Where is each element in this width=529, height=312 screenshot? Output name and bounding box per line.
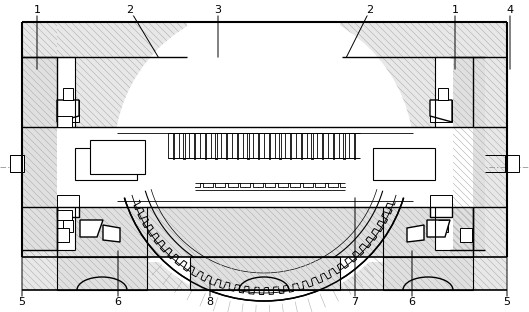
Bar	[438, 220, 448, 232]
Text: 7: 7	[351, 297, 359, 307]
Bar	[57, 116, 72, 127]
Polygon shape	[430, 207, 452, 217]
Text: 5: 5	[19, 297, 25, 307]
Bar	[373, 148, 435, 180]
Polygon shape	[80, 220, 103, 237]
Bar	[57, 22, 187, 162]
Circle shape	[116, 7, 412, 303]
Text: 4: 4	[506, 5, 514, 15]
Text: 2: 2	[126, 5, 133, 15]
Bar	[22, 22, 57, 257]
Bar	[383, 257, 473, 290]
Bar	[340, 22, 450, 162]
Bar	[57, 195, 79, 217]
Bar	[438, 88, 448, 100]
Bar	[435, 57, 453, 250]
Polygon shape	[103, 225, 120, 242]
Bar	[460, 228, 472, 242]
Bar	[63, 220, 73, 232]
Bar	[57, 127, 473, 207]
Bar	[190, 257, 340, 290]
Text: 6: 6	[408, 297, 415, 307]
Polygon shape	[427, 220, 450, 237]
Bar	[90, 140, 145, 174]
Text: 1: 1	[451, 5, 459, 15]
Text: 8: 8	[206, 297, 214, 307]
Bar	[57, 257, 147, 290]
Text: 3: 3	[214, 5, 222, 15]
Bar	[57, 207, 473, 257]
Bar	[57, 228, 69, 242]
Bar	[505, 155, 519, 172]
Bar	[450, 22, 507, 257]
Bar	[22, 57, 57, 250]
Text: 1: 1	[33, 5, 41, 15]
Polygon shape	[57, 100, 79, 122]
Bar	[22, 22, 507, 290]
Bar	[57, 22, 450, 262]
Bar	[63, 88, 73, 100]
Polygon shape	[407, 225, 424, 242]
Circle shape	[114, 5, 414, 305]
Bar	[450, 57, 485, 250]
Text: 2: 2	[367, 5, 373, 15]
Text: 5: 5	[504, 297, 510, 307]
Bar	[57, 57, 75, 250]
Polygon shape	[430, 100, 452, 122]
Bar	[75, 148, 137, 180]
Bar	[57, 210, 72, 220]
Bar	[57, 100, 79, 122]
Bar	[430, 100, 452, 122]
Polygon shape	[57, 207, 79, 217]
Text: 6: 6	[114, 297, 122, 307]
Bar	[10, 155, 24, 172]
Bar	[430, 195, 452, 217]
